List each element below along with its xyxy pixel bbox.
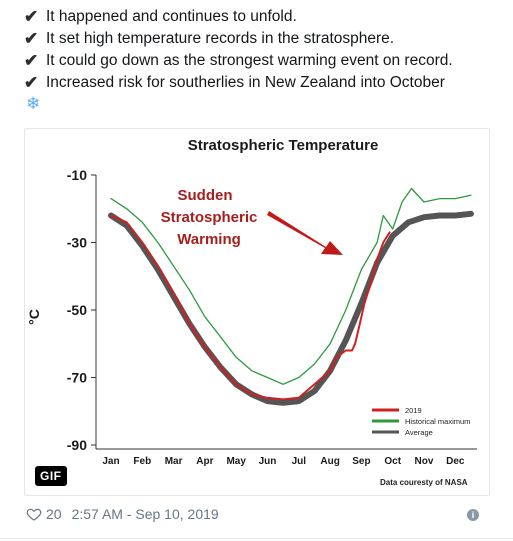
x-tick-label: Jan [102, 456, 119, 467]
tweet-line: ✔ Increased risk for southerlies in New … [24, 72, 506, 94]
x-tick-label: Sep [352, 456, 370, 467]
tweet-line: ✔ It could go down as the strongest warm… [24, 50, 506, 72]
y-tick-label: -90 [67, 437, 87, 453]
check-icon: ✔ [24, 29, 39, 48]
check-icon: ✔ [24, 73, 39, 92]
y-axis-label: °C [26, 309, 42, 325]
tweet-text: ✔ It happened and continues to unfold. ✔… [24, 6, 506, 114]
legend-label: 2019 [405, 406, 422, 415]
data-credit: Data couresty of NASA [380, 478, 468, 487]
x-tick-label: Dec [446, 456, 465, 467]
gif-badge: GIF [35, 466, 67, 486]
tweet-footer: 20 2:57 AM - Sep 10, 2019 [26, 506, 219, 522]
tweet-media[interactable]: Stratospheric Temperature °C -10 -30 -50 -7… [24, 128, 490, 496]
heart-icon[interactable] [26, 506, 42, 522]
like-count[interactable]: 20 [46, 506, 62, 522]
x-tick-label: Jul [292, 456, 307, 467]
x-tick-label: Mar [165, 456, 183, 467]
snowflake-icon: ❄ [26, 94, 41, 113]
divider [0, 538, 513, 539]
tweet-line-text: It could go down as the strongest warmin… [46, 52, 453, 69]
x-tick-label: Nov [415, 456, 434, 467]
y-tick-label: -30 [67, 235, 87, 251]
series-line-avg [108, 210, 474, 406]
annotation-line: Sudden [178, 187, 233, 204]
x-tick-label: Aug [320, 456, 339, 467]
tweet-timestamp[interactable]: 2:57 AM - Sep 10, 2019 [71, 506, 219, 522]
tweet-line-text: Increased risk for southerlies in New Ze… [46, 74, 445, 91]
tweet-line: ✔ It set high temperature records in the… [24, 28, 506, 50]
tweet-line-text: It set high temperature records in the s… [46, 30, 395, 47]
y-tick-label: -10 [67, 167, 87, 183]
annotation-line: Stratospheric [161, 209, 258, 226]
x-tick-label: May [226, 456, 246, 467]
check-icon: ✔ [24, 7, 39, 26]
y-tick-label: -70 [67, 370, 87, 386]
annotation-arrow [267, 211, 343, 255]
x-tick-label: Jun [259, 456, 277, 467]
tweet-line: ✔ It happened and continues to unfold. [24, 6, 506, 28]
legend-label: Historical maximum [405, 417, 470, 426]
y-tick-label: -50 [67, 302, 87, 318]
x-tick-label: Feb [133, 456, 151, 467]
tweet-line-text: It happened and continues to unfold. [46, 8, 297, 25]
series-line-r2019 [110, 214, 391, 401]
chart-title: Stratospheric Temperature [188, 137, 379, 154]
x-tick-label: Apr [196, 456, 213, 467]
info-icon[interactable]: i [467, 509, 479, 521]
annotation: Sudden Stratospheric Warming [161, 187, 343, 255]
stratospheric-temperature-chart: Stratospheric Temperature °C -10 -30 -50 -7… [26, 137, 477, 487]
annotation-line: Warming [177, 231, 241, 248]
series-line-max [110, 187, 472, 385]
check-icon: ✔ [24, 51, 39, 70]
legend: 2019 Historical maximum Average [372, 406, 470, 437]
legend-label: Average [405, 428, 433, 437]
x-tick-label: Oct [384, 456, 401, 467]
